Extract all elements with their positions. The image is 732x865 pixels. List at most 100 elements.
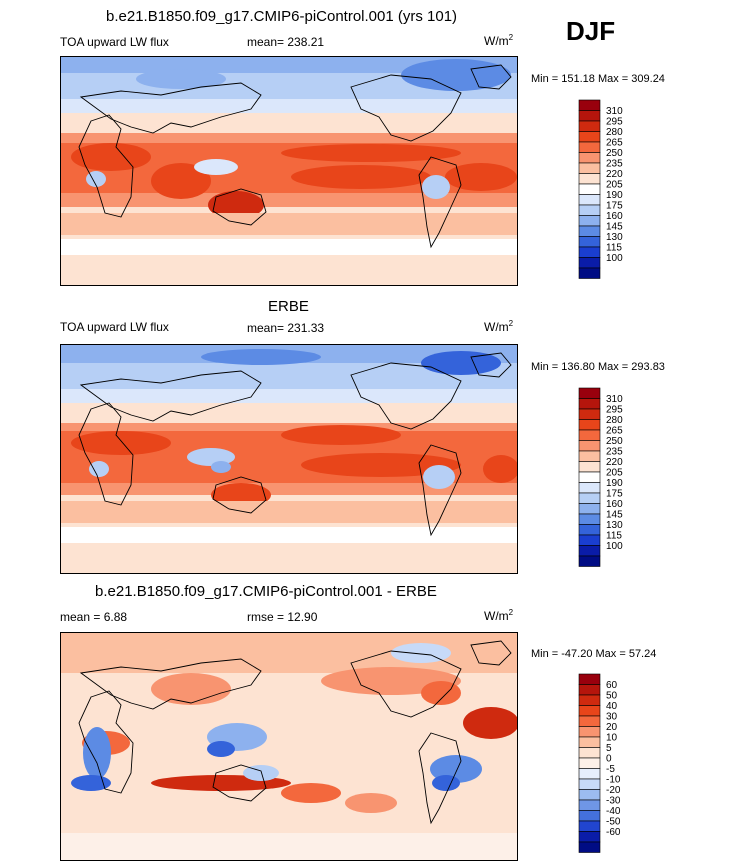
colorbar-swatch: [578, 736, 601, 748]
colorbar-tick-label: 175: [606, 201, 623, 212]
panel-3-rmse-label: rmse = 12.90: [247, 610, 318, 624]
colorbar-tick-label: 10: [606, 733, 618, 744]
colorbar-swatch: [578, 503, 601, 515]
colorbar-swatch: [578, 215, 601, 227]
colorbar-swatch: [578, 419, 601, 431]
panel-1-mean-label: mean= 238.21: [247, 35, 325, 49]
colorbar-tick-label: 100: [606, 253, 623, 264]
colorbar-tick-label: 295: [606, 117, 623, 128]
colorbar-swatch: [578, 246, 601, 258]
panel-1-minmax: Min = 151.18 Max = 309.24: [531, 73, 665, 85]
colorbar-tick-label: -30: [606, 796, 621, 807]
colorbar-swatch: [578, 705, 601, 717]
panel-2-map: [60, 344, 518, 574]
colorbar-swatch: [578, 726, 601, 738]
colorbar-swatch: [578, 440, 601, 452]
colorbar-tick-label: 220: [606, 169, 623, 180]
colorbar-tick-label: 145: [606, 510, 623, 521]
colorbar-swatch: [578, 471, 601, 483]
colorbar-tick-label: 175: [606, 489, 623, 500]
colorbar-swatch: [578, 236, 601, 248]
colorbar-tick-label: 0: [606, 754, 612, 765]
colorbar-tick-label: 220: [606, 457, 623, 468]
colorbar-tick-label: 130: [606, 232, 623, 243]
colorbar-swatch: [578, 257, 601, 269]
colorbar-swatch: [578, 429, 601, 441]
colorbar-tick-label: 310: [606, 106, 623, 117]
panel-1-variable-label: TOA upward LW flux: [60, 35, 169, 49]
panel-3-colorbar: 60 50 40 30 20 10 5 0 -5 -10 -20 -30 -40 -50 -60: [578, 673, 699, 864]
colorbar-tick-label: 160: [606, 499, 623, 510]
colorbar-swatch: [578, 131, 601, 143]
panel-1-map-svg: [61, 57, 517, 285]
panel-1-map: [60, 56, 518, 286]
colorbar-swatch: [578, 482, 601, 494]
panel-3-minmax: Min = -47.20 Max = 57.24: [531, 648, 657, 660]
season-label: DJF: [566, 16, 616, 46]
panel-2-colorbar: 310 295 280 265 250 235 220 205 190 175 160 145 130 1…: [578, 387, 699, 578]
panel-2-title: ERBE: [268, 298, 309, 315]
colorbar-swatch: [578, 450, 601, 462]
colorbar-swatch: [578, 110, 601, 122]
colorbar-tick-label: 50: [606, 691, 618, 702]
colorbar-swatch: [578, 152, 601, 164]
colorbar-tick-label: 265: [606, 138, 623, 149]
panel-3-map: [60, 632, 518, 861]
colorbar-swatch: [578, 799, 601, 811]
colorbar-swatch: [578, 120, 601, 132]
colorbar-tick-label: 280: [606, 127, 623, 138]
colorbar-swatch: [578, 747, 601, 759]
colorbar-swatch: [578, 694, 601, 706]
colorbar-tick-label: 60: [606, 680, 618, 691]
colorbar-tick-label: -10: [606, 775, 621, 786]
colorbar-tick-label: 205: [606, 468, 623, 479]
colorbar-tick-label: 235: [606, 159, 623, 170]
colorbar-swatch: [578, 492, 601, 504]
panel-3-map-svg: [61, 633, 517, 860]
colorbar-swatch: [578, 99, 601, 111]
colorbar-swatch: [578, 545, 601, 557]
colorbar-swatch: [578, 673, 601, 685]
colorbar-tick-label: 295: [606, 405, 623, 416]
colorbar-tick-label: 115: [606, 531, 622, 542]
panel-1-title: b.e21.B1850.f09_g17.CMIP6-piControl.001 …: [106, 8, 458, 25]
colorbar-swatch: [578, 398, 601, 410]
colorbar-tick-label: 205: [606, 180, 623, 191]
colorbar-tick-label: -40: [606, 806, 621, 817]
panel-2-variable-label: TOA upward LW flux: [60, 320, 169, 334]
colorbar-tick-label: 40: [606, 701, 618, 712]
colorbar-swatch: [578, 461, 601, 473]
colorbar-tick-label: 235: [606, 447, 623, 458]
colorbar-swatch: [578, 173, 601, 185]
colorbar-swatch: [578, 387, 601, 399]
colorbar-tick-label: -20: [606, 785, 621, 796]
colorbar-swatch: [578, 204, 601, 216]
colorbar-swatch: [578, 831, 601, 843]
colorbar-swatch: [578, 757, 601, 769]
colorbar-swatch: [578, 684, 601, 696]
colorbar-tick-label: 130: [606, 520, 623, 531]
colorbar-swatch: [578, 162, 601, 174]
colorbar-swatch: [578, 267, 601, 279]
colorbar-tick-label: 190: [606, 190, 623, 201]
panel-2-mean-label: mean= 231.33: [247, 321, 325, 335]
panel-2-minmax: Min = 136.80 Max = 293.83: [531, 361, 665, 373]
colorbar-tick-label: 145: [606, 222, 623, 233]
colorbar-tick-label: 5: [606, 743, 612, 754]
colorbar-swatch: [578, 768, 601, 780]
colorbar-swatch: [578, 789, 601, 801]
colorbar-swatch: [578, 534, 601, 546]
colorbar-swatch: [578, 513, 601, 525]
colorbar-swatch: [578, 715, 601, 727]
panel-1-units: W/m2: [484, 33, 514, 48]
colorbar-swatch: [578, 841, 601, 853]
colorbar-tick-label: 280: [606, 415, 623, 426]
colorbar-tick-label: 30: [606, 712, 618, 723]
colorbar-swatch: [578, 524, 601, 536]
colorbar-tick-label: 20: [606, 722, 618, 733]
panel-3-title: b.e21.B1850.f09_g17.CMIP6-piControl.001 …: [95, 583, 437, 600]
colorbar-tick-label: -60: [606, 827, 621, 838]
colorbar-tick-label: -5: [606, 764, 615, 775]
panel-2-units: W/m2: [484, 319, 514, 334]
panel-3-units: W/m2: [484, 608, 514, 623]
